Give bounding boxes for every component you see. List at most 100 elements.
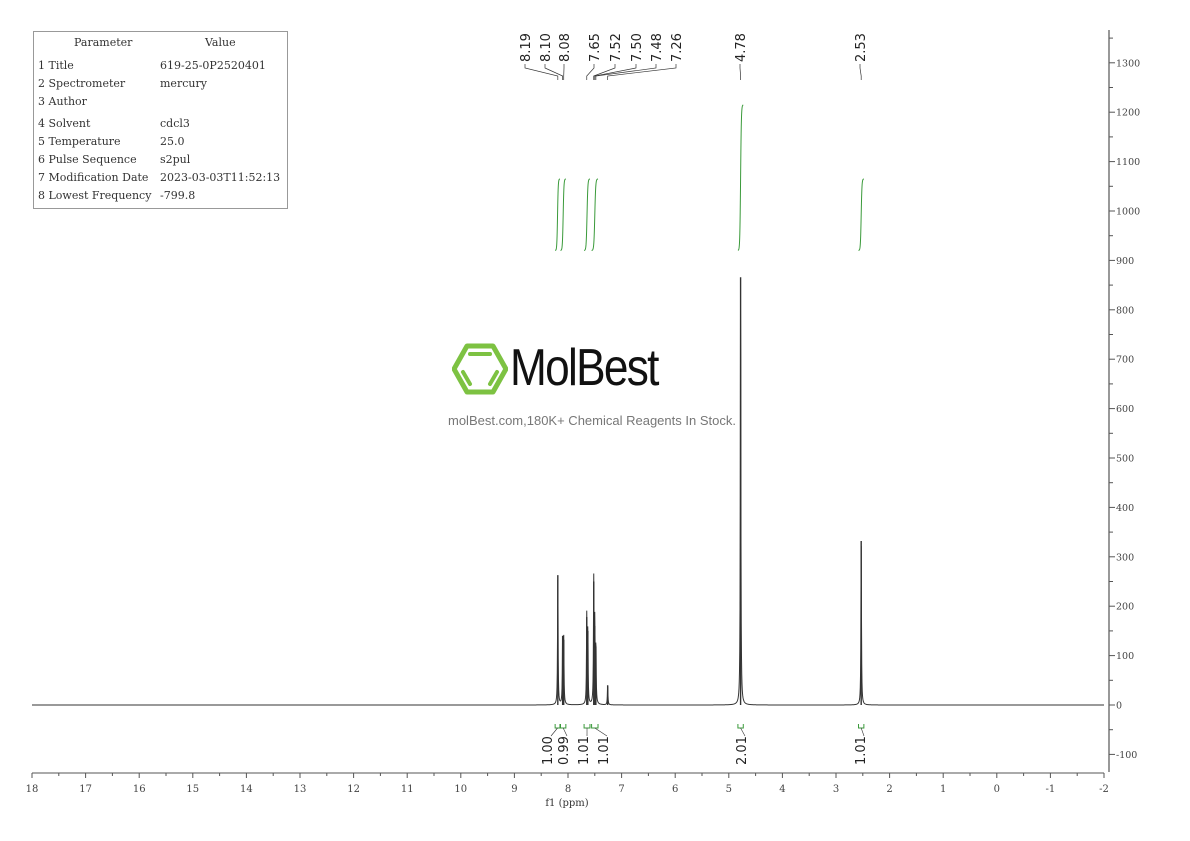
parameter-header: Parameter [74, 36, 133, 49]
x-tick-label: 17 [79, 784, 92, 795]
x-tick-label: 9 [511, 784, 517, 795]
x-tick-label: 3 [833, 784, 839, 795]
x-tick-label: 4 [779, 784, 785, 795]
peak-label-connector [594, 64, 637, 80]
brand-tagline: molBest.com,180K+ Chemical Reagents In S… [448, 413, 736, 428]
integral-connector [860, 727, 865, 737]
y-tick-label: 200 [1116, 602, 1134, 613]
y-tick-label: 700 [1116, 355, 1134, 366]
integral-value: 0.99 [557, 736, 572, 765]
parameter-row-label: 1 Title [38, 59, 74, 72]
integral-curve [560, 178, 566, 251]
integral-value: 1.00 [541, 736, 556, 765]
integral-value: 1.01 [577, 736, 592, 765]
integral-bracket [591, 724, 599, 729]
peak-label-connector [593, 64, 616, 80]
peak-label: 7.50 [630, 33, 645, 62]
x-tick-label: 12 [347, 784, 360, 795]
integral-value: 1.01 [854, 736, 869, 765]
integral-value: 1.01 [597, 736, 612, 765]
parameter-table: Parameter Value 1 Title 619-25-0P2520401 2… [33, 31, 288, 209]
y-tick-label: 400 [1116, 503, 1134, 514]
integral-connector [550, 727, 558, 737]
x-tick-label: 7 [618, 784, 624, 795]
peak-label-connector [586, 64, 595, 80]
integral-bracket [559, 724, 567, 729]
peak-label: 7.26 [670, 33, 685, 62]
value-header: Value [205, 36, 236, 49]
parameter-row-value: 25.0 [160, 135, 185, 148]
integral-curve [555, 178, 561, 251]
y-tick-label: 100 [1116, 651, 1134, 662]
integral-connector [562, 727, 568, 737]
parameter-row-label: 8 Lowest Frequency [38, 189, 152, 202]
x-tick-label: 14 [240, 784, 253, 795]
peak-label: 4.78 [734, 33, 749, 62]
parameter-row-value: 619-25-0P2520401 [160, 59, 266, 72]
x-tick-label: 18 [26, 784, 39, 795]
integral-curve [584, 178, 591, 251]
integral-curve [858, 178, 864, 251]
parameter-row-label: 2 Spectrometer [38, 77, 126, 90]
y-tick-label: 800 [1116, 305, 1134, 316]
x-tick-label: 15 [186, 784, 199, 795]
integral-connector [740, 727, 746, 737]
integral-curve [737, 104, 744, 251]
y-tick-label: 1200 [1116, 108, 1140, 119]
peak-label-connector [524, 64, 559, 80]
integral-connector [594, 727, 608, 737]
peak-label-connector [607, 64, 677, 80]
peak-label: 7.65 [588, 33, 603, 62]
parameter-row-label: 4 Solvent [38, 117, 91, 130]
peak-label-connector [544, 64, 563, 80]
x-tick-label: 1 [940, 784, 946, 795]
parameter-row-value: 2023-03-03T11:52:13 [160, 171, 281, 184]
parameter-row-label: 6 Pulse Sequence [38, 153, 137, 166]
peak-label: 7.52 [609, 33, 624, 62]
y-tick-label: -100 [1116, 750, 1137, 761]
y-tick-label: 1000 [1116, 207, 1140, 218]
parameter-row-value: cdcl3 [160, 117, 190, 130]
integral-value: 2.01 [735, 736, 750, 765]
x-tick-label: 5 [726, 784, 732, 795]
peak-label: 8.19 [519, 33, 534, 62]
parameter-row-value: -799.8 [160, 189, 196, 202]
x-tick-label: -2 [1099, 784, 1109, 795]
parameter-row-label: 5 Temperature [38, 135, 121, 148]
y-tick-label: 500 [1116, 454, 1134, 465]
integral-bracket [737, 724, 744, 729]
y-tick-label: 300 [1116, 552, 1134, 563]
molbest-watermark: MolBest molBest.com,180K+ Chemical Reage… [448, 339, 752, 440]
peak-label: 2.53 [854, 33, 869, 62]
benzene-logo-icon [452, 343, 508, 395]
parameter-row-label: 7 Modification Date [38, 171, 149, 184]
x-tick-label: 11 [401, 784, 414, 795]
x-tick-label: 8 [565, 784, 571, 795]
x-tick-label: 16 [133, 784, 146, 795]
x-axis-title: f1 (ppm) [545, 798, 588, 809]
y-tick-label: 900 [1116, 256, 1134, 267]
peak-label: 8.10 [539, 33, 554, 62]
peak-label: 8.08 [558, 33, 573, 62]
x-tick-label: 0 [994, 784, 1000, 795]
x-tick-label: 10 [454, 784, 467, 795]
peak-label-connector [859, 64, 862, 80]
x-tick-label: -1 [1046, 784, 1056, 795]
y-tick-label: 600 [1116, 404, 1134, 415]
x-tick-label: 13 [294, 784, 307, 795]
spectrum-trace [32, 309, 1104, 706]
integral-curve [591, 178, 599, 251]
y-tick-label: 0 [1116, 701, 1122, 712]
x-tick-label: 6 [672, 784, 678, 795]
peak-label-connector [595, 64, 657, 80]
integral-bracket [583, 724, 591, 729]
integral-bracket [858, 724, 865, 729]
integral-bracket [554, 724, 561, 729]
parameter-row-value: mercury [160, 77, 207, 90]
peak-label-connector [739, 64, 741, 80]
parameter-row-label: 3 Author [38, 95, 87, 108]
peak-label: 7.48 [650, 33, 665, 62]
x-tick-label: 2 [886, 784, 892, 795]
y-tick-label: 1300 [1116, 58, 1140, 69]
